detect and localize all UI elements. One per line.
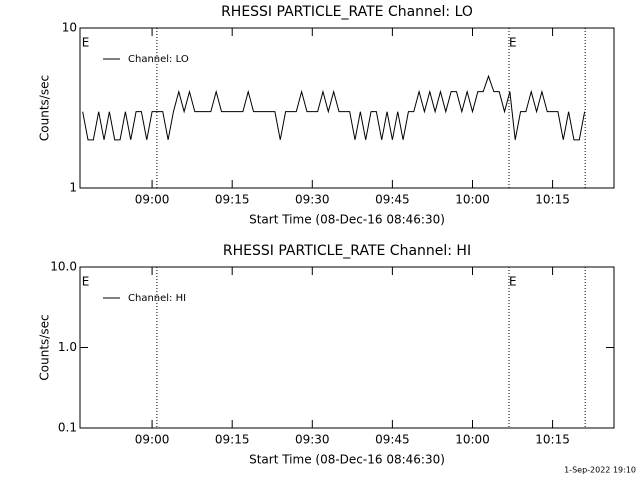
chart-title: RHESSI PARTICLE_RATE Channel: HI xyxy=(223,243,471,259)
x-tick-label: 10:00 xyxy=(455,433,490,447)
annotation: E xyxy=(509,36,517,50)
chart-title: RHESSI PARTICLE_RATE Channel: LO xyxy=(221,4,473,20)
x-tick-label: 09:30 xyxy=(295,433,330,447)
y-tick-label: 1.0 xyxy=(58,340,77,354)
x-tick-label: 09:30 xyxy=(295,193,330,207)
x-tick-label: 09:15 xyxy=(215,433,250,447)
x-tick-label: 10:00 xyxy=(455,193,490,207)
annotation: E xyxy=(82,275,90,289)
annotation: E xyxy=(82,36,90,50)
y-tick-label: 10.0 xyxy=(50,260,77,274)
x-tick-label: 09:15 xyxy=(215,193,250,207)
legend-label: Channel: HI xyxy=(128,293,186,304)
x-axis-label: Start Time (08-Dec-16 08:46:30) xyxy=(249,213,445,227)
x-tick-label: 10:15 xyxy=(535,433,570,447)
annotation: E xyxy=(509,275,517,289)
y-tick-label: 10 xyxy=(62,21,77,35)
y-axis-label: Counts/sec xyxy=(38,314,52,380)
x-tick-label: 10:15 xyxy=(535,193,570,207)
legend-label: Channel: LO xyxy=(128,54,189,65)
plot-frame xyxy=(79,27,615,189)
data-line xyxy=(82,74,586,141)
x-axis-label: Start Time (08-Dec-16 08:46:30) xyxy=(249,453,445,467)
x-tick-label: 09:45 xyxy=(375,193,410,207)
y-axis-label: Counts/sec xyxy=(38,75,52,141)
x-tick-label: 09:00 xyxy=(135,193,170,207)
x-tick-label: 09:45 xyxy=(375,433,410,447)
footer: 1-Sep-2022 19:10 xyxy=(564,466,636,475)
x-tick-label: 09:00 xyxy=(135,433,170,447)
y-tick-label: 0.1 xyxy=(58,421,77,435)
y-tick-label: 1 xyxy=(69,181,77,195)
